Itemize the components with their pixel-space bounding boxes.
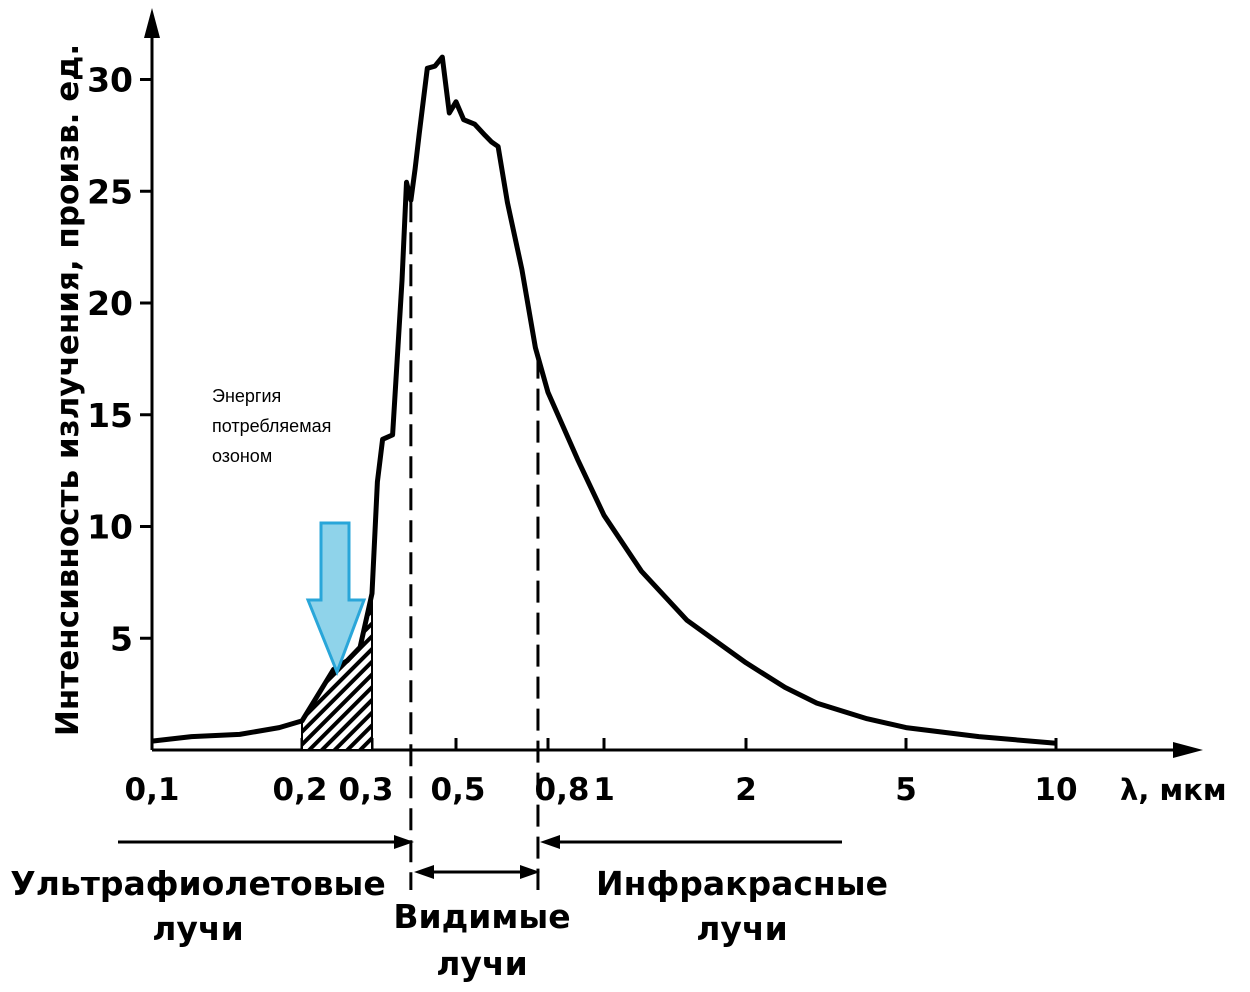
down-arrow-icon [305,521,367,677]
x-tick-label: 2 [735,772,757,808]
y-ticks: 5 10 15 20 25 30 [87,61,152,658]
visible-range-arrow [414,865,540,879]
ozone-annotation-line1: Энергия [212,386,281,406]
x-ticks: 0,1 0,2 0,3 0,5 0,8 1 2 5 10 λ, мкм [125,738,1227,808]
ir-region-label-line2: лучи [696,909,787,948]
y-tick-label: 25 [87,172,133,211]
x-tick-label: 5 [895,772,917,808]
y-tick-label: 5 [110,619,133,658]
x-tick-label: 0,1 [125,772,180,808]
y-tick-label: 10 [87,508,133,547]
uv-range-arrow [118,835,414,849]
x-axis-arrowhead [1173,742,1203,758]
x-tick-label: 10 [1034,772,1077,808]
uv-region-label-line2: лучи [152,909,243,948]
y-axis-label: Интенсивность излучения, произв. ед. [50,44,86,736]
intensity-curve [151,54,1057,746]
y-tick-label: 30 [87,61,133,100]
y-tick-label: 15 [87,396,133,435]
x-tick-label: 0,5 [431,772,486,808]
ir-region-label: Инфракрасные [596,864,888,903]
ozone-annotation-line3: озоном [212,446,272,466]
visible-region-label: Видимые [393,897,570,936]
x-tick-label: 0,3 [339,772,394,808]
y-axis-arrowhead [144,8,160,38]
x-tick-label: 1 [593,772,615,808]
x-tick-label: 0,8 [535,772,590,808]
y-axis [144,8,160,750]
uv-region-label: Ультрафиолетовые [10,864,386,903]
ozone-annotation-line2: потребляемая [212,416,331,436]
ir-range-arrow [540,835,842,849]
x-axis-label: λ, мкм [1120,773,1227,807]
x-tick-label: 0,2 [273,772,328,808]
y-tick-label: 20 [87,284,133,323]
visible-region-label-line2: лучи [436,944,527,983]
